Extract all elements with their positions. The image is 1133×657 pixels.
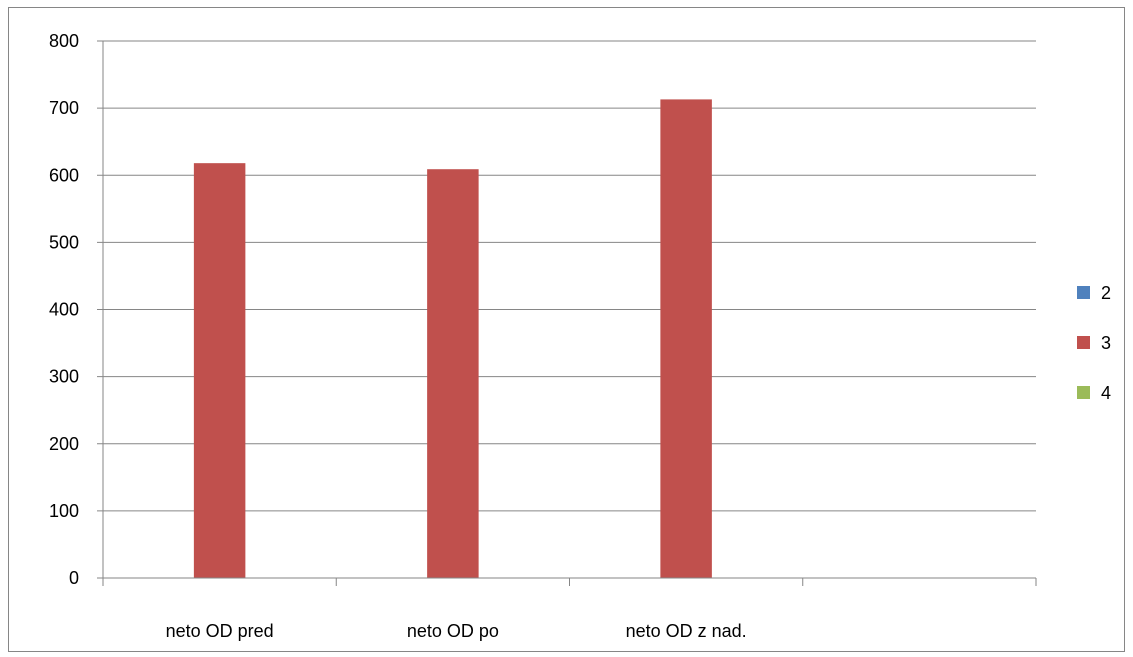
bar xyxy=(427,169,479,579)
x-tick-label: neto OD z nad. xyxy=(626,621,747,641)
x-tick-label: neto OD pred xyxy=(166,621,274,641)
legend-swatch xyxy=(1077,386,1090,399)
y-tick-labels: 0 100 200 300 400 500 600 700 800 xyxy=(49,31,79,588)
y-tick-label: 400 xyxy=(49,300,79,320)
bar xyxy=(660,99,712,579)
y-tick-label: 0 xyxy=(69,568,79,588)
legend-swatch xyxy=(1077,336,1090,349)
legend-label: 2 xyxy=(1101,283,1111,303)
y-tick-label: 100 xyxy=(49,501,79,521)
bars xyxy=(193,99,712,579)
legend-swatch xyxy=(1077,286,1090,299)
legend: 2 3 4 xyxy=(1077,283,1111,403)
y-tick-label: 200 xyxy=(49,434,79,454)
y-tick-label: 300 xyxy=(49,367,79,387)
legend-label: 3 xyxy=(1101,333,1111,353)
gridlines xyxy=(103,40,1036,512)
x-tick-label: neto OD po xyxy=(407,621,499,641)
y-tick-label: 500 xyxy=(49,232,79,252)
axes xyxy=(97,40,1037,586)
bar xyxy=(193,163,246,579)
y-tick-label: 700 xyxy=(49,98,79,118)
x-tick-labels: neto OD pred neto OD po neto OD z nad. xyxy=(166,621,747,641)
y-tick-label: 800 xyxy=(49,31,79,51)
y-tick-label: 600 xyxy=(49,165,79,185)
legend-label: 4 xyxy=(1101,383,1111,403)
